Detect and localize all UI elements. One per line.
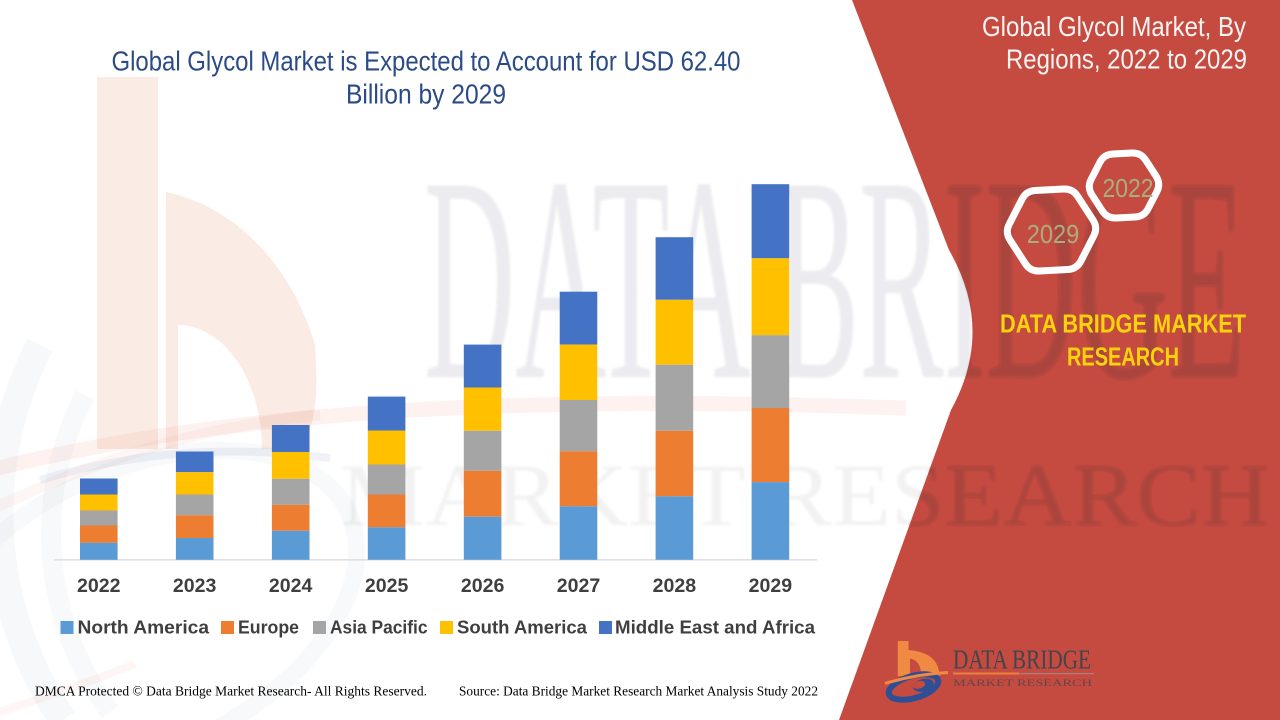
svg-text:Regions, 2022 to 2029: Regions, 2022 to 2029 bbox=[1006, 44, 1247, 75]
svg-text:DMCA Protected © Data Bridge M: DMCA Protected © Data Bridge Market Rese… bbox=[35, 684, 427, 699]
svg-text:Middle East and Africa: Middle East and Africa bbox=[615, 618, 816, 638]
svg-text:MARKET RESEARCH: MARKET RESEARCH bbox=[953, 678, 1093, 688]
svg-text:Europe: Europe bbox=[238, 618, 299, 638]
svg-text:RESEARCH: RESEARCH bbox=[1067, 342, 1179, 372]
svg-text:2024: 2024 bbox=[269, 576, 313, 597]
svg-text:Asia Pacific: Asia Pacific bbox=[330, 618, 428, 638]
svg-text:DATA BRIDGE: DATA BRIDGE bbox=[953, 645, 1091, 675]
svg-text:2026: 2026 bbox=[461, 576, 505, 597]
svg-text:2025: 2025 bbox=[365, 576, 409, 597]
svg-text:DATA BRIDGE MARKET: DATA BRIDGE MARKET bbox=[1000, 309, 1246, 339]
svg-text:Global Glycol Market, By: Global Glycol Market, By bbox=[982, 11, 1246, 42]
svg-text:2023: 2023 bbox=[173, 576, 217, 597]
svg-text:North America: North America bbox=[78, 618, 211, 638]
svg-text:2029: 2029 bbox=[749, 576, 793, 597]
svg-text:Billion by 2029: Billion by 2029 bbox=[346, 79, 506, 110]
svg-text:Global Glycol Market is Expect: Global Glycol Market is Expected to Acco… bbox=[112, 46, 741, 77]
svg-text:Source: Data Bridge Market Res: Source: Data Bridge Market Research Mark… bbox=[459, 684, 818, 699]
svg-text:2022: 2022 bbox=[77, 576, 121, 597]
svg-text:2029: 2029 bbox=[1027, 219, 1080, 249]
svg-text:2027: 2027 bbox=[557, 576, 601, 597]
svg-text:South America: South America bbox=[457, 618, 588, 638]
svg-text:2022: 2022 bbox=[1103, 173, 1154, 203]
svg-text:2028: 2028 bbox=[653, 576, 697, 597]
